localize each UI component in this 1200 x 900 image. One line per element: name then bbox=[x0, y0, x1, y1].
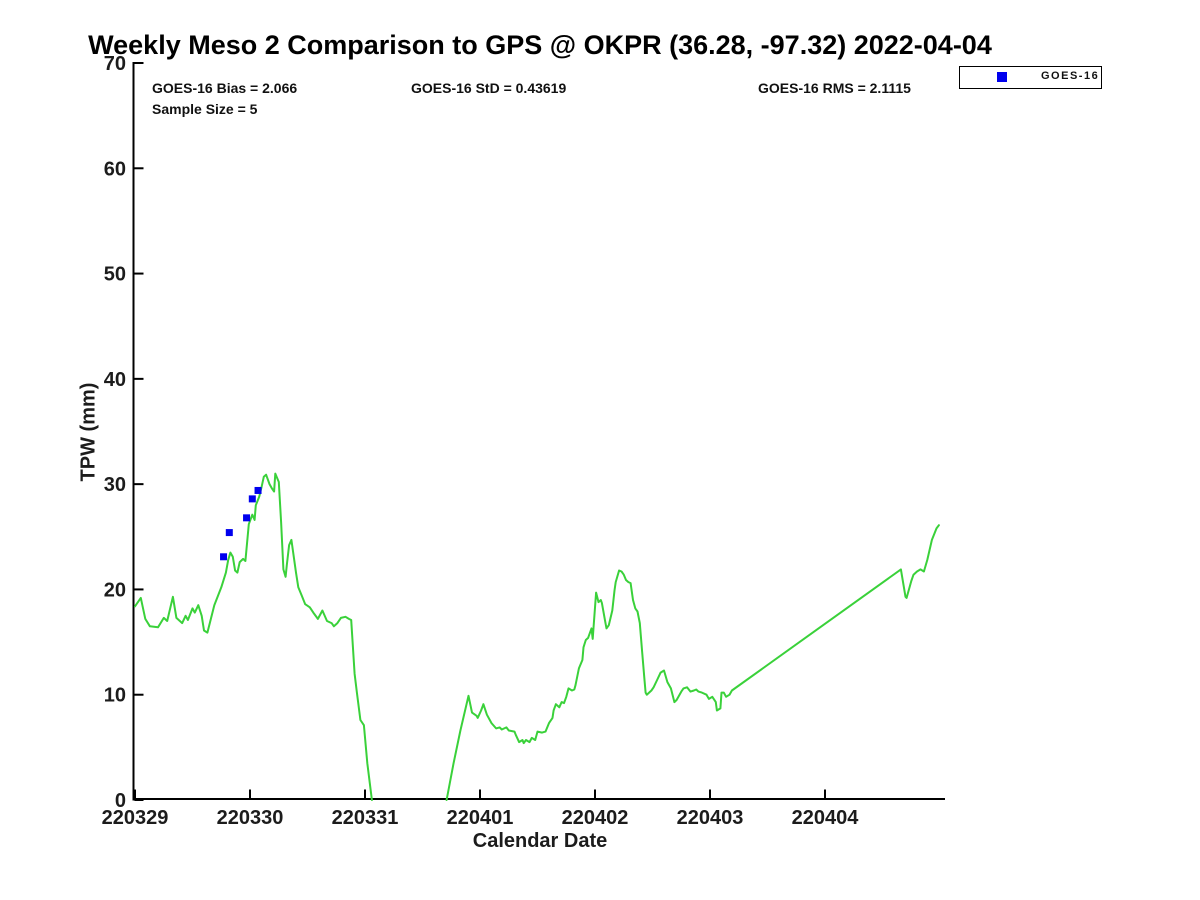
x-axis-label: Calendar Date bbox=[472, 830, 608, 852]
y-tick-label: 70 bbox=[104, 53, 126, 75]
goes16-marker bbox=[220, 553, 228, 561]
y-tick-label: 20 bbox=[104, 579, 126, 601]
y-tick-label: 30 bbox=[104, 474, 126, 496]
legend-marker-icon bbox=[997, 72, 1007, 82]
x-tick-label: 220329 bbox=[102, 807, 169, 829]
goes16-marker bbox=[254, 486, 262, 494]
x-tick-label: 220331 bbox=[332, 807, 399, 829]
x-tick-label: 220403 bbox=[677, 807, 744, 829]
legend-label: GOES-16 bbox=[1041, 70, 1100, 82]
x-tick-label: 220401 bbox=[447, 807, 514, 829]
legend-box: GOES-16 bbox=[959, 66, 1102, 89]
y-tick-label: 0 bbox=[115, 790, 126, 812]
y-tick-label: 50 bbox=[104, 264, 126, 286]
stat-std: GOES-16 StD = 0.43619 bbox=[411, 80, 567, 96]
stat-sample-size: Sample Size = 5 bbox=[152, 101, 258, 117]
stat-bias: GOES-16 Bias = 2.066 bbox=[152, 80, 298, 96]
goes16-marker bbox=[248, 495, 256, 503]
goes16-marker bbox=[243, 514, 251, 522]
y-tick-label: 40 bbox=[104, 369, 126, 391]
gps-line bbox=[134, 472, 373, 801]
stat-rms: GOES-16 RMS = 2.1115 bbox=[758, 80, 911, 96]
x-tick-label: 220402 bbox=[562, 807, 629, 829]
x-tick-label: 220330 bbox=[217, 807, 284, 829]
chart-title: Weekly Meso 2 Comparison to GPS @ OKPR (… bbox=[88, 30, 992, 60]
goes16-marker bbox=[225, 529, 233, 537]
gps-line bbox=[445, 524, 940, 801]
y-tick-label: 60 bbox=[104, 158, 126, 180]
y-tick-label: 10 bbox=[104, 685, 126, 707]
x-tick-label: 220404 bbox=[792, 807, 860, 829]
